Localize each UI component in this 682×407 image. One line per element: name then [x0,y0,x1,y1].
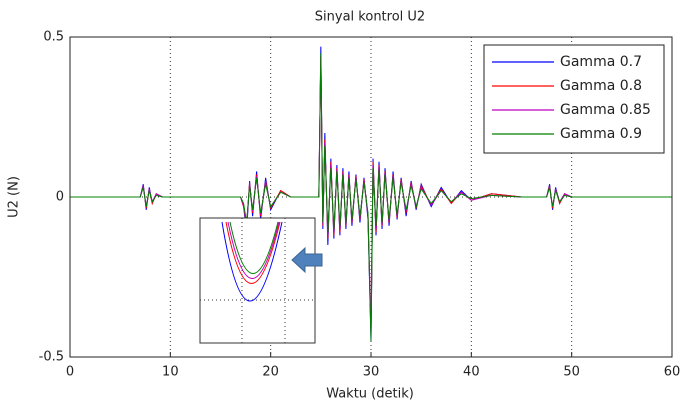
inset-curve [227,221,280,279]
x-tick-label: 50 [563,365,580,380]
x-tick-label: 40 [463,365,480,380]
axes-box [69,36,673,358]
x-tick-label: 30 [363,365,380,380]
legend-label: Gamma 0.85 [560,102,651,118]
y-tick-label: -0.5 [39,350,64,365]
y-tick-label: 0.5 [43,30,64,45]
inset-curve [229,221,279,274]
chart-title: Sinyal kontrol U2 [315,10,425,25]
x-tick-label: 10 [162,365,179,380]
inset-curve [221,221,283,302]
y-tick-label: 0 [56,190,64,205]
x-axis-label: Waktu (detik) [326,387,414,402]
zoom-inset [199,217,316,344]
legend-box [483,44,665,154]
y-axis-label: U2 (N) [7,176,22,218]
legend-label: Gamma 0.7 [560,54,642,70]
x-tick-label: 0 [66,365,74,380]
legend-label: Gamma 0.9 [560,126,642,142]
series-line [70,52,672,342]
lines [70,46,672,342]
legend-label: Gamma 0.8 [560,78,642,94]
legend: Gamma 0.7 Gamma 0.8 Gamma 0.85 Gamma 0.9 [483,44,665,154]
x-tick-label: 20 [262,365,279,380]
inset-curve [225,221,281,284]
x-tick-label: 60 [664,365,681,380]
inset-arrow [291,246,323,274]
